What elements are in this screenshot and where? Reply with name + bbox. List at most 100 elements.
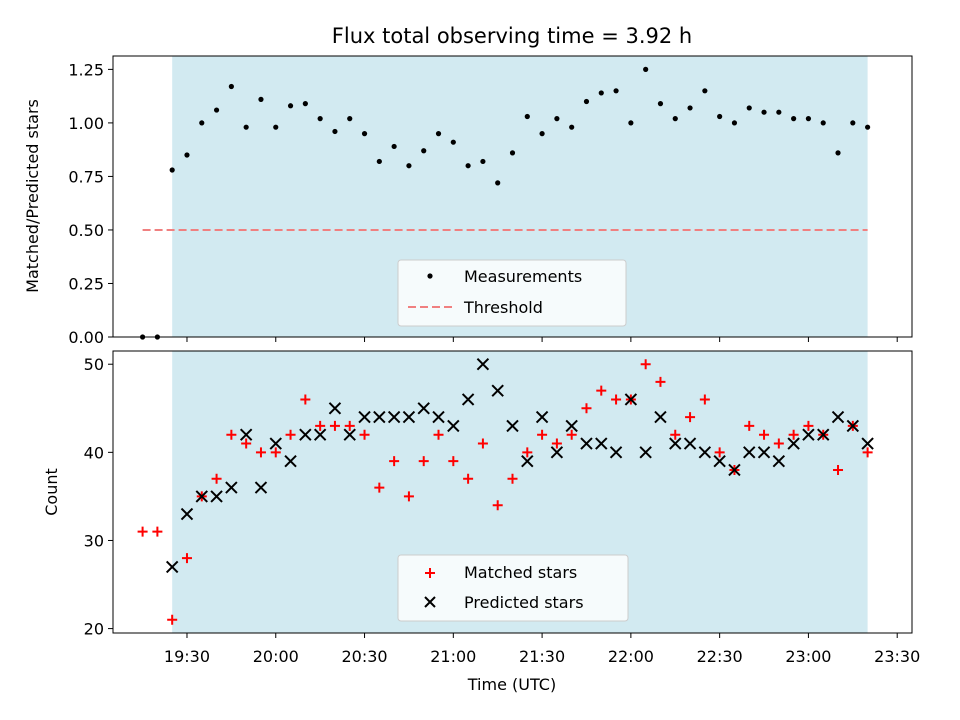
matched-stars-point [522, 447, 533, 458]
predicted-stars-point [491, 384, 504, 397]
measurement-point [465, 163, 471, 169]
star-count-x-tick-label: 21:30 [519, 647, 565, 666]
predicted-stars-point [373, 410, 386, 424]
predicted-stars-point [225, 481, 238, 494]
legend-matched-label: Matched stars [464, 563, 577, 582]
matched-stars-point [596, 385, 607, 396]
matched-stars-point [152, 526, 163, 537]
measurement-point [213, 107, 220, 113]
matched-stars-point [685, 412, 696, 423]
matched-stars-point [241, 438, 252, 449]
flux-ratio-axis-ticks: 0.00 0.25 0.50 0.75 1.00 1.25 [68, 60, 898, 347]
measurement-point [865, 124, 871, 130]
predicted-stars-point [328, 402, 342, 415]
matched-stars-point [300, 394, 311, 405]
flux-ratio-y-tick-label: 0.25 [68, 274, 104, 293]
matched-stars-point [537, 429, 548, 440]
measurement-point [287, 103, 294, 109]
measurement-point [805, 116, 812, 122]
star-count-y-tick-label: 40 [84, 443, 104, 462]
matched-stars-point [315, 420, 326, 431]
matched-stars-point [374, 482, 385, 493]
matched-stars-point [448, 456, 459, 467]
star-count-x-tick-label: 23:30 [874, 647, 920, 666]
measurement-point [184, 152, 190, 158]
measurement-point [657, 101, 664, 107]
matched-stars-point [773, 438, 784, 449]
measurement-point [480, 158, 486, 165]
star-count-y-tick-label: 50 [84, 355, 104, 374]
chart-title: Flux total observing time = 3.92 h [332, 24, 692, 48]
matched-stars-point [403, 491, 414, 502]
measurement-point [702, 88, 708, 94]
predicted-stars-point [609, 446, 623, 459]
star-count-x-tick-label: 22:00 [608, 647, 654, 666]
predicted-stars-point [817, 428, 830, 441]
flux-ratio-y-tick-label: 1.00 [68, 114, 104, 133]
measurement-point [850, 120, 856, 126]
matched-stars-point [551, 438, 562, 449]
matched-stars-point [181, 553, 192, 564]
measurement-point [361, 131, 368, 137]
predicted-stars-point [550, 446, 564, 459]
predicted-stars-point [713, 454, 726, 468]
matched-stars-point [670, 429, 681, 440]
matched-stars-point [566, 429, 577, 440]
predicted-stars-point [447, 419, 460, 433]
measurement-point [672, 116, 678, 122]
legend-measurements-swatch [427, 273, 433, 279]
predicted-stars-point [358, 410, 371, 424]
flux-ratio-marks [139, 66, 871, 340]
measurement-point [302, 101, 308, 107]
matched-stars-point [492, 500, 503, 511]
predicted-stars-point [698, 446, 712, 459]
predicted-stars-point [195, 490, 208, 503]
predicted-stars-point [180, 507, 194, 521]
matched-stars-point [803, 420, 814, 431]
measurement-point [539, 131, 545, 137]
matched-stars-point [418, 456, 429, 467]
star-count-axis-ticks: 20 30 40 50 19:30 20:00 20:30 21:00 21:30 22:00 22… [84, 355, 921, 666]
matched-stars-point [270, 447, 281, 458]
flux-ratio-legend: Measurements Threshold [397, 259, 627, 327]
predicted-stars-point [669, 437, 682, 450]
matched-stars-point [137, 526, 148, 537]
predicted-stars-point [535, 410, 549, 424]
measurement-point [509, 150, 516, 156]
matched-stars-point [699, 394, 710, 405]
predicted-stars-point [757, 446, 771, 459]
matched-stars-point [581, 403, 592, 414]
predicted-stars-point [417, 402, 430, 415]
matched-stars-point [211, 473, 222, 484]
predicted-stars-point [269, 437, 282, 450]
measurement-point [583, 98, 590, 105]
matched-stars-point [714, 447, 725, 458]
measurement-point [169, 167, 175, 173]
matched-stars-point [862, 447, 873, 458]
flux-ratio-legend-box [397, 259, 627, 327]
flux-ratio-y-axis-label: Matched/Predicted stars [23, 99, 42, 293]
matched-stars-point [389, 456, 400, 467]
measurement-point [731, 120, 738, 126]
predicted-stars-point [861, 437, 874, 450]
star-count-panel: 20 30 40 50 19:30 20:00 20:30 21:00 21:30 22:00 22… [42, 350, 921, 694]
measurement-point [524, 113, 530, 120]
predicted-stars-point [654, 410, 667, 424]
measurement-point [391, 143, 397, 150]
measurement-point [687, 105, 693, 111]
legend-matched-swatch [425, 568, 435, 578]
measurement-point [554, 116, 560, 122]
measurement-point [228, 83, 234, 90]
measurement-point [643, 66, 649, 72]
predicted-stars-point [772, 454, 786, 468]
measurement-point [421, 148, 427, 154]
measurement-point [717, 113, 723, 120]
predicted-stars-point [831, 410, 845, 424]
predicted-stars-point [165, 560, 179, 574]
star-count-y-tick-label: 30 [84, 531, 104, 550]
star-count-x-tick-label: 21:00 [430, 647, 476, 666]
predicted-stars-point [624, 393, 638, 406]
predicted-stars-point [254, 481, 268, 494]
predicted-stars-point [595, 437, 608, 450]
matched-stars-point [329, 420, 340, 431]
